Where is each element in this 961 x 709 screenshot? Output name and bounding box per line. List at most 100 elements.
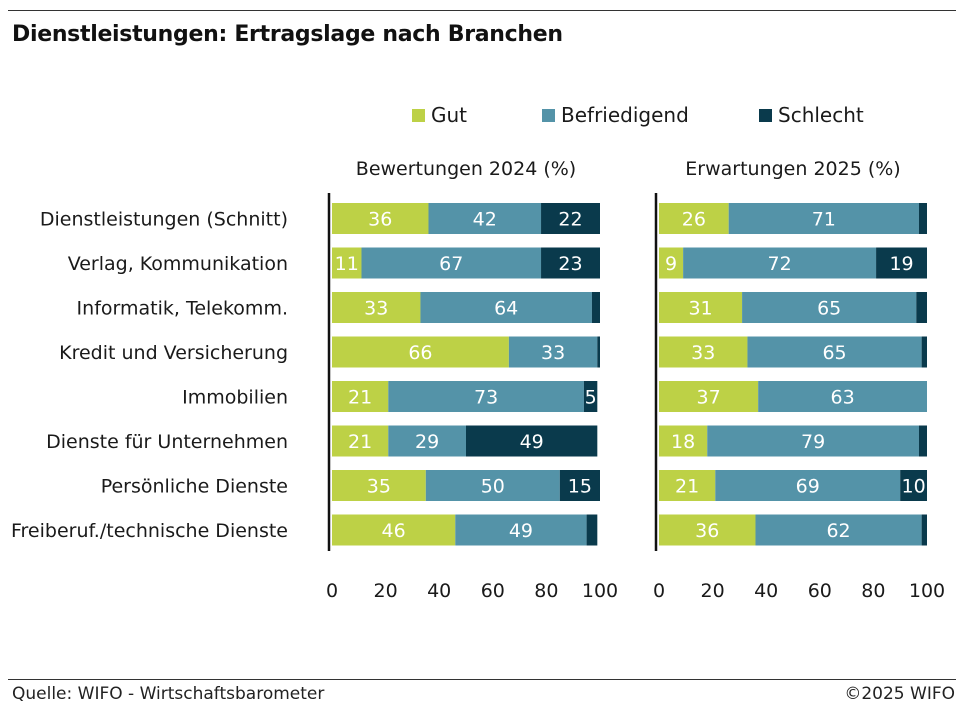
bar-segment-befriedigend (728, 203, 919, 234)
bar-segment-befriedigend (742, 292, 917, 323)
bar-segment-gut (332, 425, 389, 457)
bar-value-label: 18 (671, 431, 695, 453)
x-tick-label: 60 (808, 580, 832, 602)
bar-segment-gut (332, 381, 389, 412)
bar-segment-gut (332, 292, 421, 323)
x-tick-label: 20 (374, 580, 398, 602)
chart-title: Dienstleistungen: Ertragslage nach Branc… (12, 22, 563, 47)
legend-label-gut: Gut (431, 103, 468, 127)
bar-value-label: 42 (473, 209, 497, 231)
bar-segment-gut (659, 470, 716, 501)
bar-segment-schlecht (921, 514, 927, 546)
bar-segment-befriedigend (425, 470, 560, 501)
bar-segment-befriedigend (683, 247, 877, 279)
bar-value-label: 50 (481, 476, 505, 498)
bar-value-label: 29 (415, 431, 439, 453)
bar-segment-schlecht (541, 203, 600, 234)
bar-segment-gut (332, 470, 426, 501)
bar-value-label: 64 (494, 298, 518, 320)
legend-swatch-befriedigend (542, 108, 555, 122)
bar-value-label: 72 (768, 253, 792, 275)
x-tick-label: 20 (701, 580, 725, 602)
bar-segment-gut (659, 425, 708, 457)
x-tick-label: 0 (326, 580, 338, 602)
category-label: Dienstleistungen (Schnitt) (40, 209, 288, 231)
bar-segment-gut (659, 514, 756, 546)
legend-swatch-schlecht (759, 108, 772, 122)
category-label: Immobilien (182, 387, 288, 409)
bar-segment-gut (332, 336, 509, 368)
x-tick-label: 40 (427, 580, 451, 602)
bar-segment-schlecht (541, 247, 600, 279)
legend-item-schlecht: Schlecht (759, 103, 864, 127)
bar-segment-schlecht (586, 514, 598, 546)
bar-segment-befriedigend (508, 336, 598, 368)
bar-value-label: 35 (367, 476, 391, 498)
x-tick-label: 60 (481, 580, 505, 602)
legend-item-gut: Gut (412, 103, 467, 127)
bar-value-label: 62 (826, 520, 850, 542)
bar-value-label: 31 (688, 298, 712, 320)
bar-value-label: 67 (439, 253, 463, 275)
bar-value-label: 21 (675, 476, 699, 498)
bar-value-label: 33 (541, 342, 565, 364)
x-tick-label: 100 (909, 580, 945, 602)
bar-value-label: 23 (558, 253, 582, 275)
bar-segment-gut (659, 336, 748, 368)
bar-value-label: 65 (817, 298, 841, 320)
bar-value-label: 36 (695, 520, 719, 542)
bar-value-label: 66 (408, 342, 432, 364)
source-note: Quelle: WIFO - Wirtschaftsbarometer (12, 684, 325, 704)
category-label: Kredit und Versicherung (59, 342, 288, 364)
bar-value-label: 33 (691, 342, 715, 364)
bar-segment-schlecht (559, 470, 600, 501)
bar-value-label: 49 (520, 431, 544, 453)
bar-segment-gut (332, 247, 362, 279)
top-rule (8, 10, 956, 11)
bar-segment-befriedigend (428, 203, 542, 234)
x-tick-label: 100 (582, 580, 618, 602)
bar-value-label: 73 (474, 387, 498, 409)
bar-segment-gut (332, 514, 456, 546)
bar-segment-befriedigend (388, 381, 584, 412)
bottom-rule (8, 679, 956, 680)
category-label: Informatik, Telekomm. (77, 298, 288, 320)
category-label: Persönliche Dienste (101, 476, 288, 498)
legend-item-befriedigend: Befriedigend (542, 103, 689, 127)
x-tick-label: 40 (754, 580, 778, 602)
bar-value-label: 10 (902, 476, 926, 498)
bar-value-label: 21 (348, 431, 372, 453)
bar-segment-schlecht (466, 425, 598, 457)
category-label: Freiberuf./technische Dienste (11, 520, 288, 542)
bar-value-label: 63 (830, 387, 854, 409)
bar-value-label: 33 (364, 298, 388, 320)
bar-value-label: 11 (335, 253, 359, 275)
x-tick-label: 80 (534, 580, 558, 602)
bar-value-label: 71 (812, 209, 836, 231)
legend-swatch-gut (412, 108, 425, 122)
bar-value-label: 49 (509, 520, 533, 542)
bar-value-label: 19 (889, 253, 913, 275)
bar-segment-befriedigend (388, 425, 466, 457)
bar-segment-gut (659, 203, 729, 234)
bar-segment-befriedigend (455, 514, 587, 546)
bar-value-label: 79 (801, 431, 825, 453)
category-label: Verlag, Kommunikation (68, 253, 288, 275)
category-label: Dienste für Unternehmen (46, 431, 288, 453)
bar-segment-befriedigend (747, 336, 922, 368)
bar-segment-schlecht (900, 470, 927, 501)
x-tick-label: 0 (653, 580, 665, 602)
bar-segment-befriedigend (707, 425, 919, 457)
panel-title: Erwartungen 2025 (%) (685, 158, 900, 180)
bar-segment-befriedigend (755, 514, 922, 546)
bar-value-label: 26 (682, 209, 706, 231)
bar-value-label: 21 (348, 387, 372, 409)
bar-segment-schlecht (583, 381, 598, 412)
bar-value-label: 37 (696, 387, 720, 409)
bar-segment-gut (659, 247, 684, 279)
bar-segment-schlecht (597, 336, 600, 368)
bar-value-label: 22 (558, 209, 582, 231)
bar-value-label: 36 (368, 209, 392, 231)
bar-segment-gut (332, 203, 429, 234)
